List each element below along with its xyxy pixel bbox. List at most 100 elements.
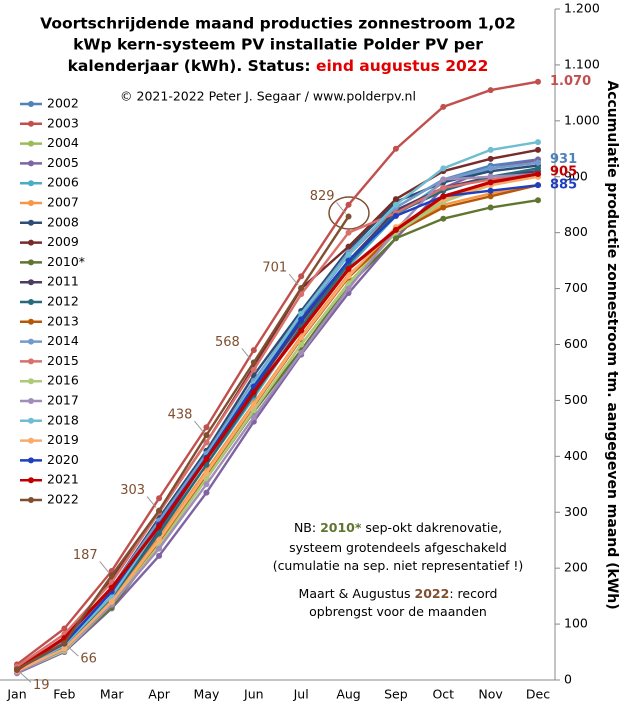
- data-point: [250, 401, 257, 408]
- data-point: [440, 165, 447, 172]
- data-point: [535, 170, 541, 177]
- y-tick-label: 100: [564, 616, 588, 631]
- data-point: [250, 366, 257, 373]
- data-point: [298, 316, 305, 323]
- legend-marker: [28, 358, 34, 365]
- legend-marker: [28, 299, 34, 305]
- x-tick-label: May: [194, 687, 220, 702]
- x-tick-label: Feb: [53, 687, 75, 702]
- legend-label: 2020: [47, 452, 79, 467]
- x-tick-label: Mar: [100, 687, 124, 702]
- annotation: NB: 2010* sep-okt dakrenovatie,: [294, 520, 502, 535]
- legend-marker: [28, 219, 34, 226]
- series-line: [16, 199, 539, 674]
- annotation-part: 2010*: [320, 520, 362, 535]
- y-tick-label: 500: [564, 392, 588, 407]
- legend-label: 2009: [47, 234, 79, 249]
- legend-label: 2022: [47, 492, 79, 507]
- legend-label: 2007: [47, 195, 79, 210]
- highlight-circle: [328, 196, 370, 230]
- data-point: [392, 145, 399, 152]
- data-point: [535, 78, 541, 85]
- annotation: Maart & Augustus 2022: record: [299, 586, 498, 601]
- x-tick-label: Oct: [432, 687, 454, 702]
- legend-label: 2002: [47, 96, 79, 111]
- data-point: [345, 213, 352, 220]
- legend-label: 2008: [47, 214, 79, 229]
- data-point: [156, 545, 163, 552]
- data-point: [203, 456, 210, 463]
- legend-label: 2014: [47, 333, 79, 348]
- series-line: [16, 80, 539, 666]
- data-point: [392, 226, 399, 233]
- data-label: 438: [168, 408, 193, 423]
- series-line: [16, 140, 539, 671]
- data-point: [440, 176, 447, 183]
- data-point: [535, 182, 541, 189]
- data-point: [487, 165, 494, 172]
- data-point: [487, 193, 494, 200]
- data-point: [535, 139, 541, 146]
- x-tick-label: Dec: [526, 687, 550, 702]
- legend-marker: [28, 200, 34, 206]
- data-point: [203, 424, 210, 431]
- leader-line: [99, 561, 110, 573]
- data-label: 303: [120, 483, 145, 498]
- leader-line: [67, 645, 79, 657]
- data-point: [392, 196, 399, 203]
- x-tick-label: Nov: [478, 687, 503, 702]
- y-tick-label: 700: [564, 280, 588, 295]
- data-point: [345, 257, 352, 264]
- legend-label: 2016: [47, 373, 79, 388]
- series-line: [16, 172, 539, 674]
- annotation-part: NB:: [294, 520, 320, 535]
- legend-label: 2010*: [47, 254, 85, 269]
- data-point: [487, 155, 494, 162]
- y-tick-label: 1.100: [564, 56, 600, 71]
- legend-label: 2017: [47, 393, 79, 408]
- y-tick-label: 400: [564, 448, 588, 463]
- data-point: [440, 103, 447, 110]
- data-point: [345, 229, 352, 236]
- y-tick-label: 900: [564, 168, 588, 183]
- data-point: [203, 470, 210, 477]
- data-point: [298, 310, 305, 317]
- legend-label: 2021: [47, 472, 79, 487]
- x-tick-label: Sep: [384, 687, 408, 702]
- legend-marker: [28, 180, 34, 187]
- leader-line: [288, 273, 299, 286]
- leader-line: [146, 496, 157, 508]
- data-point: [440, 215, 447, 222]
- legend-label: 2019: [47, 432, 79, 447]
- legend-label: 2012: [47, 294, 79, 309]
- data-point: [345, 285, 352, 292]
- y-tick-label: 1.000: [564, 112, 600, 127]
- data-point: [250, 389, 257, 396]
- y-tick-label: 1.200: [564, 1, 600, 16]
- legend-label: 2006: [47, 175, 79, 190]
- end-label: 931: [550, 152, 577, 167]
- chart-title: kalenderjaar (kWh). Status: eind augustu…: [68, 57, 489, 75]
- data-point: [203, 481, 210, 488]
- data-point: [440, 184, 447, 191]
- data-point: [61, 625, 68, 632]
- end-label: 1.070: [550, 74, 591, 89]
- data-point: [298, 327, 305, 334]
- data-point: [203, 432, 210, 439]
- data-point: [535, 165, 541, 172]
- data-point: [298, 273, 305, 280]
- y-tick-label: 300: [564, 504, 588, 519]
- data-point: [108, 598, 115, 605]
- data-label: 187: [73, 548, 98, 563]
- legend-marker: [28, 437, 34, 444]
- data-label: 829: [310, 189, 335, 204]
- data-point: [156, 530, 163, 537]
- legend-label: 2003: [47, 115, 79, 130]
- data-point: [156, 552, 163, 559]
- x-tick-label: Aug: [336, 687, 360, 702]
- legend-marker: [28, 160, 34, 167]
- data-label: 568: [215, 335, 240, 350]
- data-point: [487, 204, 494, 211]
- series-line: [16, 175, 539, 673]
- data-point: [298, 341, 305, 348]
